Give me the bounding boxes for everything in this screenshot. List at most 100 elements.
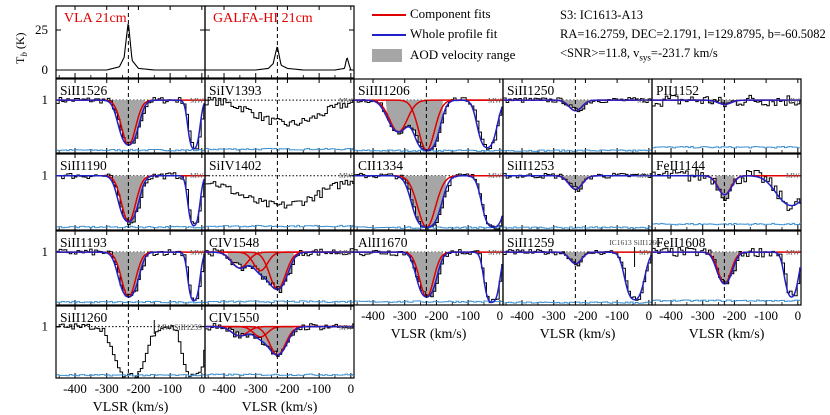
panel-title: FeII1608 [656,235,706,250]
x-axis-label: VLSR (km/s) [242,400,318,415]
panel-pii1152: PII1152 MW [651,78,802,154]
error-spectrum [503,301,652,304]
legend-label-aod: AOD velocity range [410,47,516,62]
x-tick-label: -300 [244,381,268,396]
legend-label-component: Component fits [410,6,491,21]
x-axis-label: VLSR (km/s) [391,327,467,342]
whole-profile-fit [353,99,504,152]
panel-title: CII1334 [358,158,403,173]
error-spectrum [503,149,652,152]
x-tick-label: -300 [691,308,715,323]
x-tick-label: -200 [723,308,747,323]
whole-profile-fit [204,251,354,291]
whole-profile-fit [354,174,504,229]
aod-shade [560,100,589,112]
spectrum-data [652,169,801,211]
whole-profile-fit [354,251,504,304]
panel-frame [651,153,802,231]
y-tick-label: 1 [42,168,49,183]
mw-label: MW SiII1259 [157,323,202,332]
panel-cii1334: CII1334 MW [353,153,504,231]
error-spectrum [205,224,354,228]
spectrum-data [56,323,205,378]
error-spectrum [205,147,354,151]
panel-title: GALFA-HI 21cm [213,11,313,26]
sightline-name: S3: IC1613-A13 [560,8,643,22]
sightline-info: S3: IC1613-A13 RA=16.2759, DEC=2.1791, l… [560,6,826,68]
x-tick-label: 0 [795,308,802,323]
x-tick-label: 0 [199,381,206,396]
panel-title: SiIII1206 [358,83,410,98]
error-spectrum [56,148,205,152]
mw-label: MW [190,171,205,180]
vsys-sub: sys [639,52,651,63]
y-tick-label: 1 [42,92,49,107]
mw-label: MW [339,96,354,105]
error-spectrum [205,300,354,303]
legend-label-whole: Whole profile fit [410,26,498,41]
panel-title: CIV1548 [209,235,259,250]
panel-title: PII1152 [656,83,699,98]
aod-shade [385,100,443,152]
mw-label: MW [786,171,801,180]
snr-text: <SNR>=11.8, v [560,46,640,60]
y-tick-label: 0 [42,62,49,77]
x-tick-label: 0 [497,308,504,323]
panel-vla21cm: 0 25 VLA 21cm Tb (K) [13,5,206,79]
spectrum-data [503,249,652,301]
mw-label: IC1613 SiII1260 [609,238,660,247]
whole-profile-fit [503,251,653,301]
x-tick-label: -300 [393,308,417,323]
panel-frame [204,5,355,79]
aod-shade [563,175,589,192]
x-tick-label: -200 [425,308,449,323]
panel-siiv1393: SiIV1393 MW [204,78,355,154]
aod-shade [715,175,735,201]
panel-civ1548: CIV1548 MW [204,230,355,306]
whole-profile-fit [503,174,652,191]
error-spectrum [56,300,205,304]
panel-title: VLA 21cm [64,11,127,26]
panel-title: FeII1144 [656,158,705,173]
mw-label: MW [488,248,503,257]
panel-title: SiII1253 [507,158,555,173]
panel-civ1550: CIV1550 MW [204,305,355,379]
hi-spectrum [206,46,353,71]
mw-label: MW [786,248,801,257]
aod-shade [109,175,145,225]
panel-siii1260: 1 SiII1260 MW SiII1259 [42,305,206,379]
x-tick-label: -100 [605,308,629,323]
x-tick-label: -400 [361,308,385,323]
panel-siiii1206: SiIII1206 MW [353,78,504,154]
panel-siii1190: 1 SiII1190 MW [42,153,206,231]
hi-spectrum [57,23,204,71]
error-spectrum [56,225,205,229]
panel-frame [651,78,802,154]
panel-siii1253: SiII1253 MW [502,153,653,231]
y-tick-label: 25 [35,22,48,37]
x-tick-label: -100 [158,381,182,396]
aod-shade [404,175,446,229]
x-tick-label: 0 [348,381,355,396]
sightline-snr: <SNR>=11.8, vsys=-231.7 km/s [560,44,825,68]
x-axis-label: VLSR (km/s) [689,327,765,342]
mw-label: MW [637,171,652,180]
legend-swatch-aod [372,49,402,62]
mw-label: MW [190,248,205,257]
x-tick-label: -300 [95,381,119,396]
error-spectrum [652,146,801,149]
y-axis-label-sub: b [19,52,29,57]
component-fit [354,99,503,152]
x-tick-label: -400 [659,308,683,323]
mw-label: MW [339,248,354,257]
whole-profile-fit [652,251,802,298]
whole-profile-fit [56,99,206,150]
error-spectrum [503,226,652,229]
panel-alii1670: AlII1670 MW [353,230,504,306]
spectrum-data [56,172,205,226]
x-tick-label: -200 [127,381,151,396]
whole-profile-fit [204,325,354,356]
x-tick-label: -400 [212,381,236,396]
error-spectrum [205,373,354,377]
